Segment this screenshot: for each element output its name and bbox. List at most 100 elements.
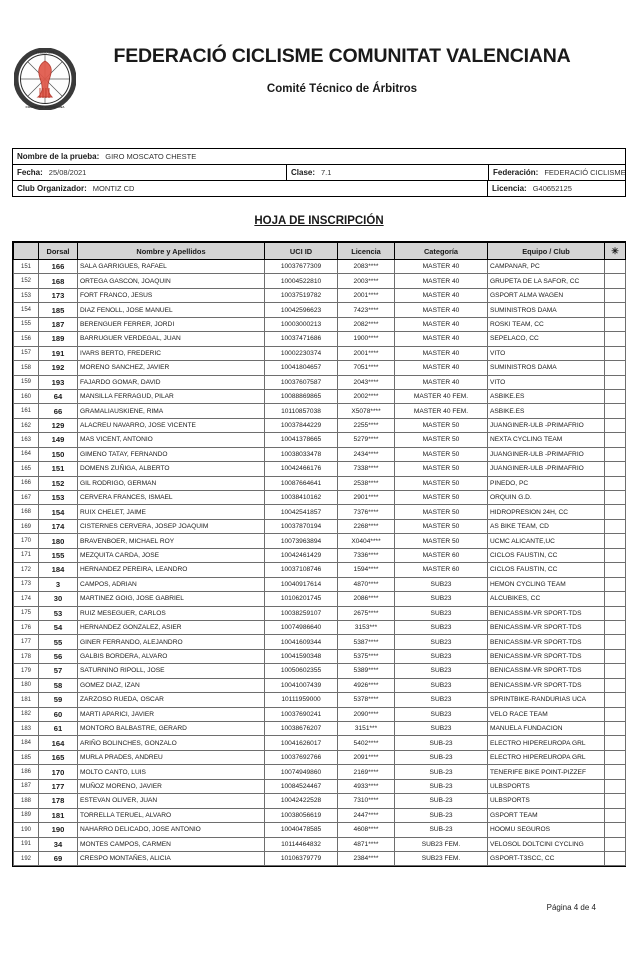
table-row: 161 66 GRAMALIAUSKIENE, RIMA 10110857038 X50…	[13, 403, 626, 419]
cell-sun	[604, 591, 626, 607]
cell-equipo-club: VELOSOL DOLTCINI CYCLING	[487, 836, 605, 852]
cell-equipo-club: VELO RACE TEAM	[487, 706, 605, 723]
table-row: 171 155 MEZQUITA CARDA, JOSE 10042461429 733…	[13, 547, 626, 564]
cell-nombre: DOMENS ZUÑIGA, ALBERTO	[77, 461, 265, 477]
label-clase: Clase:	[291, 168, 316, 177]
cell-sun	[604, 446, 626, 463]
cell-sun	[604, 316, 626, 333]
cell-sun	[604, 273, 626, 289]
cell-licencia: 5279****	[337, 432, 395, 448]
cell-licencia: 2001****	[337, 345, 395, 362]
cell-index: 156	[13, 331, 39, 347]
cell-categoria: SUB23	[394, 663, 488, 679]
table-row: 158 192 MORENO SANCHEZ, JAVIER 10041804657 7…	[13, 360, 626, 376]
cell-dorsal: 149	[38, 432, 78, 448]
cell-licencia: 5375****	[337, 648, 395, 665]
cell-sun	[604, 489, 626, 506]
cell-licencia: 5378****	[337, 692, 395, 708]
federation-crest-icon: FEDERACIÓ COMUNITAT VALENCIANA	[13, 47, 77, 111]
cell-uci-id: 10037471686	[264, 331, 338, 347]
cell-equipo-club: ORQUIN G.D.	[487, 489, 605, 506]
cell-equipo-club: ROSKI TEAM, CC	[487, 316, 605, 333]
cell-licencia: 2091****	[337, 749, 395, 766]
cell-index: 183	[13, 720, 39, 737]
col-header-licencia: Licencia	[337, 242, 395, 260]
cell-categoria: SUB23	[394, 591, 488, 607]
field-club-organizador: Club Organizador: MONTIZ CD	[13, 181, 488, 196]
cell-equipo-club: JUANGINER-ULB -PRIMAFRIO	[487, 417, 605, 434]
cell-uci-id: 10037690241	[264, 706, 338, 723]
cell-equipo-club: PINEDO, PC	[487, 475, 605, 492]
cell-sun	[604, 475, 626, 492]
table-row: 186 170 MOLTO CANTO, LUIS 10074949860 2169**…	[13, 764, 626, 780]
cell-uci-id: 10002230374	[264, 345, 338, 362]
table-row: 175 53 RUIZ MESEGUER, CARLOS 10038259107 267…	[13, 605, 626, 621]
cell-categoria: SUB-23	[394, 764, 488, 780]
cell-sun	[604, 735, 626, 751]
cell-categoria: MASTER 50	[394, 489, 488, 506]
cell-equipo-club: GSPORT TEAM	[487, 807, 605, 824]
cell-uci-id: 10041590348	[264, 648, 338, 665]
cell-nombre: MARTI APARICI, JAVIER	[77, 706, 265, 723]
value-licencia: G40652125	[532, 184, 572, 193]
cell-licencia: 7423****	[337, 302, 395, 318]
cell-dorsal: 184	[38, 562, 78, 578]
cell-index: 180	[13, 677, 39, 694]
cell-index: 151	[13, 258, 39, 275]
table-row: 185 165 MURLA PRADES, ANDREU 10037692766 209…	[13, 749, 626, 766]
cell-index: 159	[13, 374, 39, 390]
table-row: 177 55 GINER FERRANDO, ALEJANDRO 1004160934…	[13, 634, 626, 650]
cell-nombre: IVARS BERTO, FREDERIC	[77, 345, 265, 362]
cell-index: 191	[13, 836, 39, 852]
field-nombre-prueba: Nombre de la prueba: GIRO MOSCATO CHESTE	[13, 149, 625, 164]
cell-licencia: 5402****	[337, 735, 395, 751]
table-body: 151 166 SALA GARRIGUES, RAFAEL 10037677309 2…	[13, 258, 626, 867]
cell-licencia: 3153***	[337, 619, 395, 636]
sun-icon: ✳	[611, 245, 619, 256]
cell-nombre: FORT FRANCO, JESUS	[77, 287, 265, 304]
cell-categoria: MASTER 50	[394, 446, 488, 463]
cell-sun	[604, 706, 626, 723]
cell-categoria: SUB-23	[394, 778, 488, 795]
cell-nombre: HERNANDEZ GONZALEZ, ASIER	[77, 619, 265, 636]
cell-equipo-club: ELECTRO HIPEREUROPA GRL	[487, 749, 605, 766]
cell-uci-id: 10040917614	[264, 576, 338, 593]
table-row: 169 174 CISTERNES CERVERA, JOSEP JOAQUIM 10…	[13, 518, 626, 535]
table-row: 190 190 NAHARRO DELICADO, JOSE ANTONIO 1004…	[13, 822, 626, 838]
cell-equipo-club: HOOMU SEGUROS	[487, 822, 605, 838]
cell-licencia: 2255****	[337, 417, 395, 434]
committee-subtitle: Comité Técnico de Árbitros	[266, 83, 418, 96]
cell-nombre: ALACREU NAVARRO, JOSE VICENTE	[77, 417, 265, 434]
cell-index: 169	[13, 518, 39, 535]
cell-nombre: MONTORO BALBASTRE, GERARD	[77, 720, 265, 737]
cell-nombre: CISTERNES CERVERA, JOSEP JOAQUIM	[77, 518, 265, 535]
cell-sun	[604, 648, 626, 665]
cell-uci-id: 10110857038	[264, 403, 338, 419]
cell-categoria: MASTER 40	[394, 345, 488, 362]
cell-nombre: GINER FERRANDO, ALEJANDRO	[77, 634, 265, 650]
cell-index: 165	[13, 461, 39, 477]
cell-equipo-club: GRUPETA DE LA SAFOR, CC	[487, 273, 605, 289]
cell-uci-id: 10037692766	[264, 749, 338, 766]
cell-licencia: 7338****	[337, 461, 395, 477]
cell-sun	[604, 720, 626, 737]
cell-categoria: SUB23	[394, 605, 488, 621]
cell-dorsal: 150	[38, 446, 78, 463]
cell-uci-id: 10041804657	[264, 360, 338, 376]
table-row: 154 185 DIAZ FENOLL, JOSE MANUEL 1004259662…	[13, 302, 626, 318]
cell-sun	[604, 749, 626, 766]
cell-index: 167	[13, 489, 39, 506]
cell-index: 171	[13, 547, 39, 564]
field-clase: Clase: 7.1	[287, 165, 489, 180]
cell-uci-id: 10041007439	[264, 677, 338, 694]
cell-sun	[604, 619, 626, 636]
info-row-club: Club Organizador: MONTIZ CD Licencia: G4…	[13, 181, 625, 196]
cell-equipo-club: JUANGINER-ULB -PRIMAFRIO	[487, 461, 605, 477]
cell-sun	[604, 677, 626, 694]
cell-licencia: 2901****	[337, 489, 395, 506]
cell-licencia: 3151***	[337, 720, 395, 737]
cell-sun	[604, 331, 626, 347]
cell-equipo-club: JUANGINER-ULB -PRIMAFRIO	[487, 446, 605, 463]
cell-index: 160	[13, 388, 39, 405]
cell-nombre: MOLTO CANTO, LUIS	[77, 764, 265, 780]
